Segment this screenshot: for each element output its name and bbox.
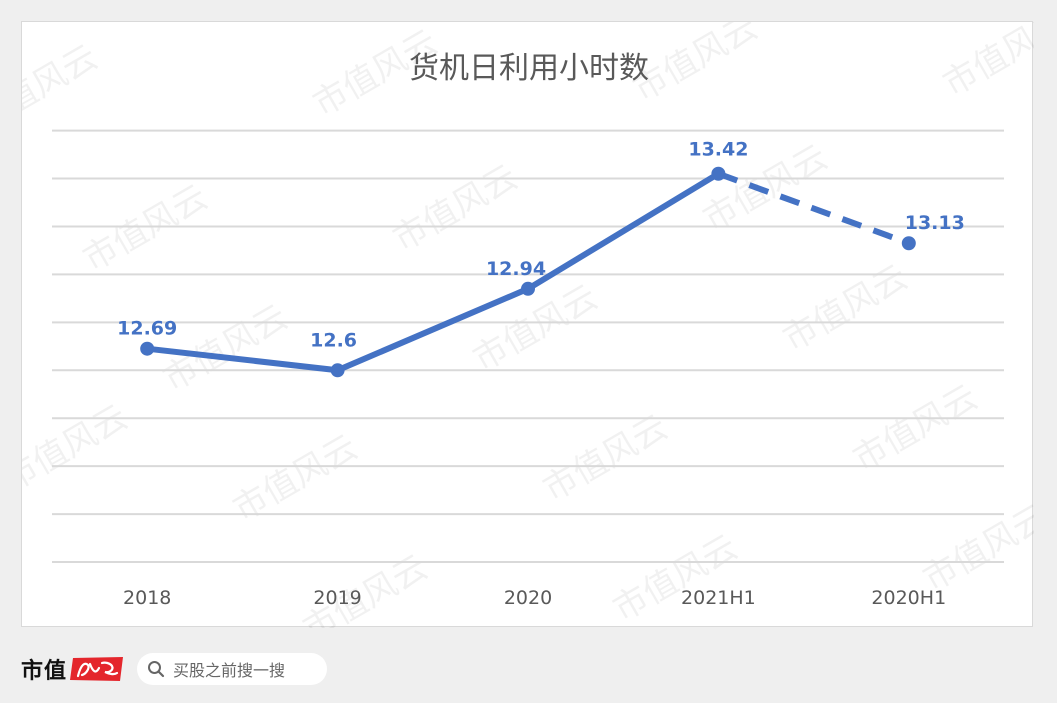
watermark-text: 市值风云 [847,377,985,480]
search-box[interactable]: 买股之前搜一搜 [137,653,328,685]
data-label: 13.42 [688,139,748,161]
data-point [711,166,726,181]
chart-title: 货机日利用小时数 [409,51,649,86]
data-points [140,166,916,378]
data-labels: 12.69 12.6 12.94 13.42 13.13 [117,139,965,352]
brand-seal-logo [70,657,124,681]
line-segment-dashed [717,170,910,247]
search-placeholder: 买股之前搜一搜 [173,661,286,680]
x-tick-label: 2021H1 [681,587,756,609]
series-line [144,170,910,374]
watermark-text: 市值风云 [22,397,134,500]
watermark-text: 市值风云 [22,37,104,140]
data-label: 13.13 [905,212,965,234]
x-tick-label: 2020 [504,587,552,609]
data-point [330,363,345,378]
data-label: 12.94 [486,258,546,280]
watermark-text: 市值风云 [387,157,525,260]
data-point [521,281,535,296]
watermark-text: 市值风云 [157,297,295,400]
x-axis-ticks: 2018 2019 2020 2021H1 2020H1 [123,587,946,609]
search-icon [148,661,165,678]
watermark-text: 市值风云 [537,407,675,510]
watermark-text: 市值风云 [777,257,915,360]
line-segment [334,285,531,374]
x-tick-label: 2019 [313,587,361,609]
data-label: 12.69 [117,318,177,340]
brand-name: 市值 [21,658,68,684]
grid-lines [52,129,1004,563]
chart-container: 市值风云 市值风云 市值风云 市值风云 市值风云 市值风云 市值风云 市值风云 市值风云 市值风云… [21,21,1034,628]
data-point [901,236,916,251]
x-tick-label: 2018 [123,587,171,609]
data-label: 12.6 [310,329,357,351]
watermark-text: 市值风云 [917,497,1035,600]
footer-bar: 市值 买股之前搜一搜 [21,652,328,686]
watermark-text: 市值风云 [937,22,1035,105]
line-segment [144,345,341,374]
watermark-text: 市值风云 [607,527,745,628]
watermark-text: 市值风云 [467,277,605,380]
x-tick-label: 2020H1 [871,587,946,609]
line-segment [525,170,722,292]
watermark-text: 市值风云 [77,177,215,280]
data-point [140,341,155,356]
